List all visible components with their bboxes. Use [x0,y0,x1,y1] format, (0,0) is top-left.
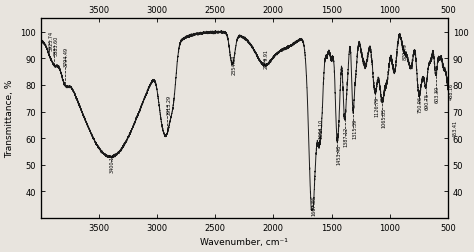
Text: 1126.79: 1126.79 [374,97,379,117]
Text: 603.30: 603.30 [435,85,440,102]
Text: 2913.29: 2913.29 [166,94,171,114]
Text: 2354.64: 2354.64 [231,54,236,75]
Text: 3400.12: 3400.12 [109,152,115,173]
Text: 879.49: 879.49 [403,43,408,59]
Text: 3925.74: 3925.74 [48,30,54,51]
Text: 690.75: 690.75 [425,93,430,110]
Y-axis label: Transmittance, %: Transmittance, % [6,80,15,158]
Text: 1065.85: 1065.85 [381,107,386,128]
Text: 1315.39: 1315.39 [352,118,357,138]
Text: 2079.91: 2079.91 [263,49,268,69]
Text: 750.96: 750.96 [418,96,423,113]
Text: 1667.86: 1667.86 [311,195,316,215]
Text: 453.41: 453.41 [452,119,457,137]
X-axis label: Wavenumber, cm⁻¹: Wavenumber, cm⁻¹ [201,237,288,246]
Text: 1604.10: 1604.10 [319,118,323,138]
Text: 488.16: 488.16 [448,82,453,100]
Text: 3883.60: 3883.60 [54,36,58,56]
Text: 1387.12: 1387.12 [344,126,349,146]
Text: 1453.48: 1453.48 [336,144,341,165]
Text: 3794.49: 3794.49 [64,46,69,67]
